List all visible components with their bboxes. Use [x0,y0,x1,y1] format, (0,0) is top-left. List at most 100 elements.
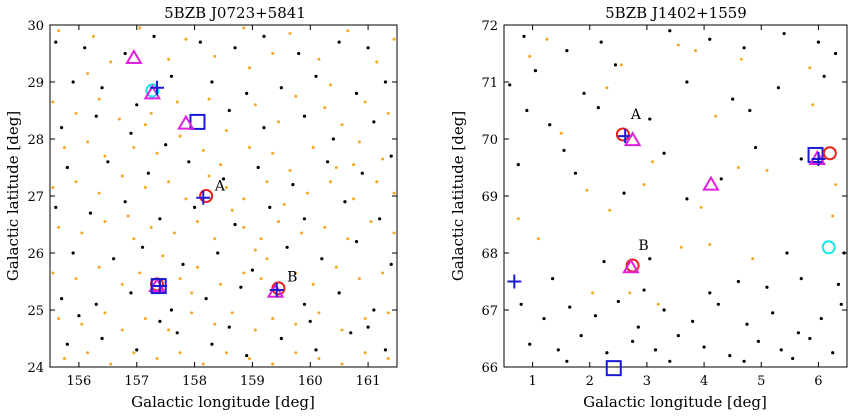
black-source-point [88,211,93,215]
orange-source-point [195,265,199,269]
black-source-point [227,325,231,329]
orange-source-point [271,317,275,321]
orange-source-point [516,217,520,221]
orange-source-point [161,254,165,258]
black-source-point [785,251,789,255]
magenta-triangle-marker [143,84,162,100]
black-source-point [192,205,197,209]
black-source-point [668,29,672,33]
black-source-point [331,137,335,141]
left-y-tick-label: 30 [27,19,44,34]
right-y-axis-label: Galactic latitude [deg] [449,111,467,281]
black-source-point [719,177,723,181]
orange-source-point [559,131,563,135]
black-source-point [573,171,578,175]
black-source-point [366,325,370,329]
right-x-tick-label: 3 [643,374,651,389]
blue-plus-marker [269,283,284,298]
black-source-point [100,86,104,90]
black-source-point [337,40,341,44]
right-annotation-label: B [638,238,648,254]
right-y-tick-label: 69 [481,190,498,205]
black-source-point [337,291,341,295]
orange-source-point [207,174,211,178]
magenta-triangle-marker [177,114,195,130]
black-source-point [146,171,150,175]
orange-source-point [80,231,84,235]
black-source-point [314,348,318,352]
blue-square-marker [807,146,824,163]
orange-source-point [369,220,373,224]
blue-plus-marker [149,80,164,95]
black-source-point [54,40,58,44]
orange-source-point [386,311,390,315]
left-y-tick-label: 25 [27,304,44,319]
orange-source-point [201,362,205,366]
black-source-point [389,262,393,266]
orange-source-point [699,205,703,209]
right-y-tick-label: 71 [481,76,498,91]
left-x-axis-label: Galactic longitude [deg] [131,393,315,411]
orange-source-point [363,100,367,104]
orange-source-point [323,106,327,110]
orange-source-point [230,208,234,212]
black-source-point [582,91,586,95]
orange-source-point [346,29,350,33]
orange-source-point [97,265,101,269]
black-source-point [175,331,179,335]
orange-source-point [259,237,263,241]
right-y-tick-label: 68 [481,247,498,262]
orange-source-point [149,111,153,115]
orange-source-point [585,188,589,192]
orange-source-point [294,322,298,326]
orange-source-point [282,203,286,207]
orange-source-point [120,328,124,332]
black-source-point [164,143,168,147]
orange-source-point [120,174,124,178]
orange-source-point [628,291,632,295]
right-x-tick-label: 1 [528,374,536,389]
orange-source-point [381,157,385,161]
black-source-point [648,257,652,261]
black-source-point [158,217,162,221]
orange-source-point [328,180,332,184]
black-source-point [233,222,237,227]
orange-source-point [109,362,113,366]
orange-source-point [167,180,171,184]
orange-source-point [242,271,246,275]
black-source-point [135,103,139,107]
black-source-point [210,342,214,346]
right-x-axis-label: Galactic longitude [deg] [583,393,767,411]
orange-source-point [386,111,390,115]
black-source-point [216,251,220,255]
right-scatter-panel: 5BZB J1402+1559 Galactic longitude [deg]… [449,4,848,411]
black-source-point [799,277,803,281]
black-source-point [668,359,672,363]
black-source-point [796,331,801,335]
black-source-point [360,171,364,175]
black-source-point [799,157,803,161]
black-source-point [579,334,583,338]
orange-source-point [288,168,292,172]
orange-source-point [155,356,159,360]
orange-source-point [213,54,217,58]
orange-source-point [213,237,217,241]
black-source-point [791,356,795,361]
black-source-point [685,80,689,84]
orange-source-point [126,214,130,218]
black-source-point [736,279,740,284]
right-y-tick-label: 67 [481,304,498,319]
black-source-point [731,97,735,101]
black-source-point [550,277,555,281]
left-x-tick-label: 157 [124,374,149,389]
orange-source-point [178,351,182,355]
orange-source-point [155,151,159,155]
black-source-point [152,34,156,39]
orange-source-point [392,191,396,195]
black-source-point [354,240,359,244]
black-source-point [204,297,208,301]
red-circle-marker [615,127,630,142]
right-x-tick-label: 2 [586,374,594,389]
orange-source-point [242,197,246,201]
black-source-point [106,160,110,164]
